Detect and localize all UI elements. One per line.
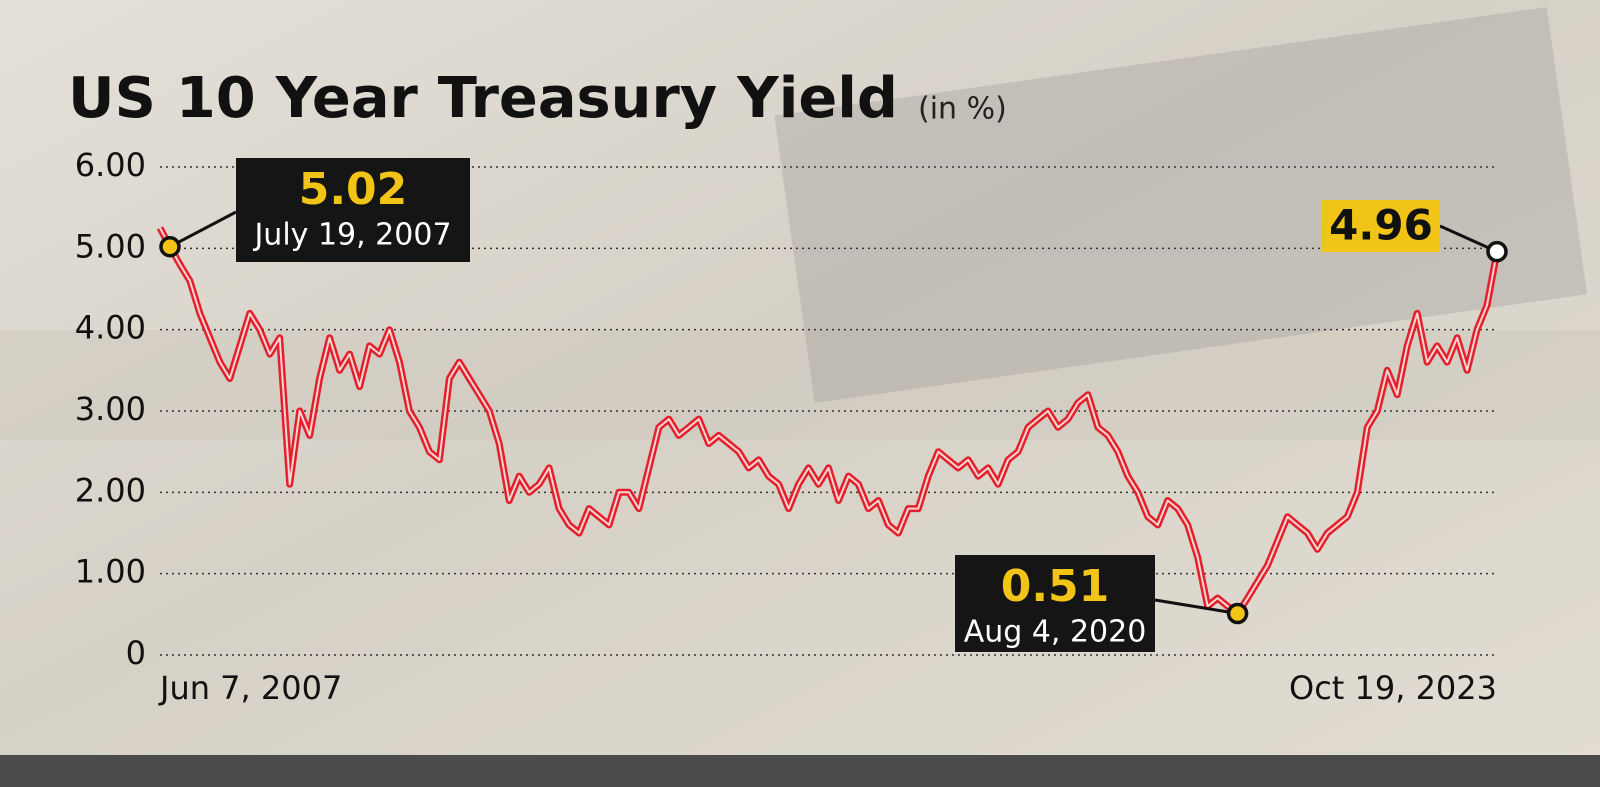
annotation-date: July 19, 2007 [252,218,451,253]
annotation-connector [169,210,237,249]
y-tick-label: 1.00 [75,553,146,591]
y-tick-label: 3.00 [75,390,146,428]
chart-subtitle: (in %) [918,92,1007,127]
annotation-value: 0.51 [1001,561,1110,612]
y-tick-label: 0 [126,634,146,672]
annotation-point [1486,240,1508,263]
annotation-point [1226,602,1249,625]
chart-title: US 10 Year Treasury Yield [68,66,898,131]
annotation-connector [1154,598,1238,616]
x-tick-label: Oct 19, 2023 [1289,669,1497,707]
annotation-box [236,158,470,262]
annotation-box [955,555,1155,652]
bottom-bar [0,755,1600,787]
y-tick-label: 6.00 [75,146,146,184]
annotation-date: Aug 4, 2020 [964,615,1147,650]
annotation-value: 4.96 [1329,201,1433,250]
line-highlight [159,227,1498,615]
background-sign [774,7,1588,403]
y-tick-label: 2.00 [75,471,146,509]
annotation-point [159,235,181,258]
y-tick-label: 4.00 [75,309,146,347]
annotation-box [1322,200,1440,252]
x-tick-label: Jun 7, 2007 [158,669,342,707]
annotation-value: 5.02 [299,164,408,215]
y-tick-label: 5.00 [75,227,146,265]
